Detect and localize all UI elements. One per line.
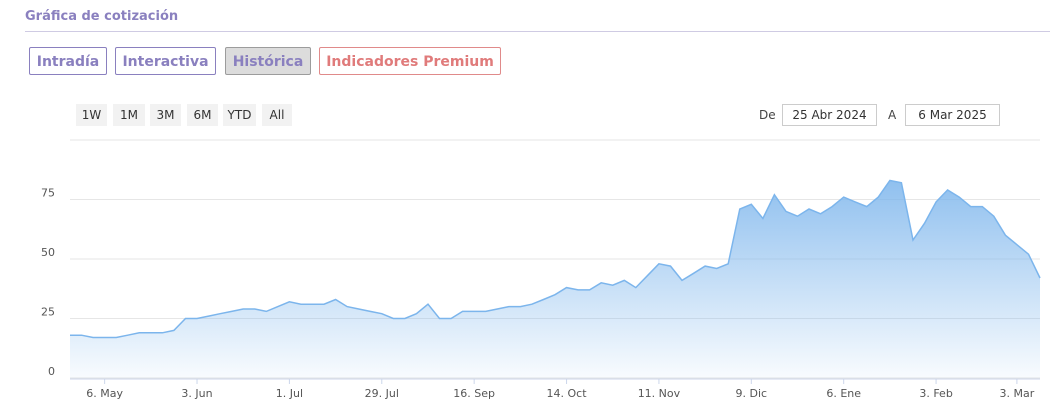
range-button[interactable]: 1M — [113, 104, 145, 126]
x-tick-label: 16. Sep — [453, 387, 495, 400]
x-tick-label: 14. Oct — [547, 387, 588, 400]
to-date-input[interactable]: 6 Mar 2025 — [905, 104, 1000, 126]
x-tick-label: 29. Jul — [365, 387, 399, 400]
x-tick-label: 3. Jun — [181, 387, 212, 400]
section-title: Gráfica de cotización — [25, 9, 179, 24]
from-date-input[interactable]: 25 Abr 2024 — [782, 104, 877, 126]
area-fill — [70, 180, 1040, 378]
x-tick-label: 6. May — [86, 387, 123, 400]
x-tick-label: 6. Ene — [826, 387, 861, 400]
x-tick-label: 9. Dic — [736, 387, 768, 400]
x-tick-label: 1. Jul — [276, 387, 303, 400]
area-line — [70, 179, 1041, 339]
tab[interactable]: Intradía — [29, 47, 107, 75]
range-button[interactable]: 1W — [76, 104, 107, 126]
y-tick-label: 75 — [41, 187, 55, 200]
y-tick-label: 50 — [41, 246, 55, 259]
tab[interactable]: Indicadores Premium — [319, 47, 501, 75]
range-button[interactable]: All — [262, 104, 292, 126]
range-button[interactable]: 3M — [150, 104, 181, 126]
x-tick-label: 11. Nov — [638, 387, 681, 400]
tab[interactable]: Histórica — [225, 47, 311, 75]
divider — [25, 31, 1050, 32]
range-button[interactable]: 6M — [187, 104, 218, 126]
range-button[interactable]: YTD — [223, 104, 256, 126]
from-label: De — [759, 108, 776, 122]
y-tick-label: 25 — [41, 306, 55, 319]
y-tick-label: 0 — [48, 365, 55, 378]
x-tick-label: 3. Mar — [1000, 387, 1035, 400]
to-label: A — [888, 108, 897, 122]
x-tick-label: 3. Feb — [919, 387, 952, 400]
tab[interactable]: Interactiva — [115, 47, 216, 75]
